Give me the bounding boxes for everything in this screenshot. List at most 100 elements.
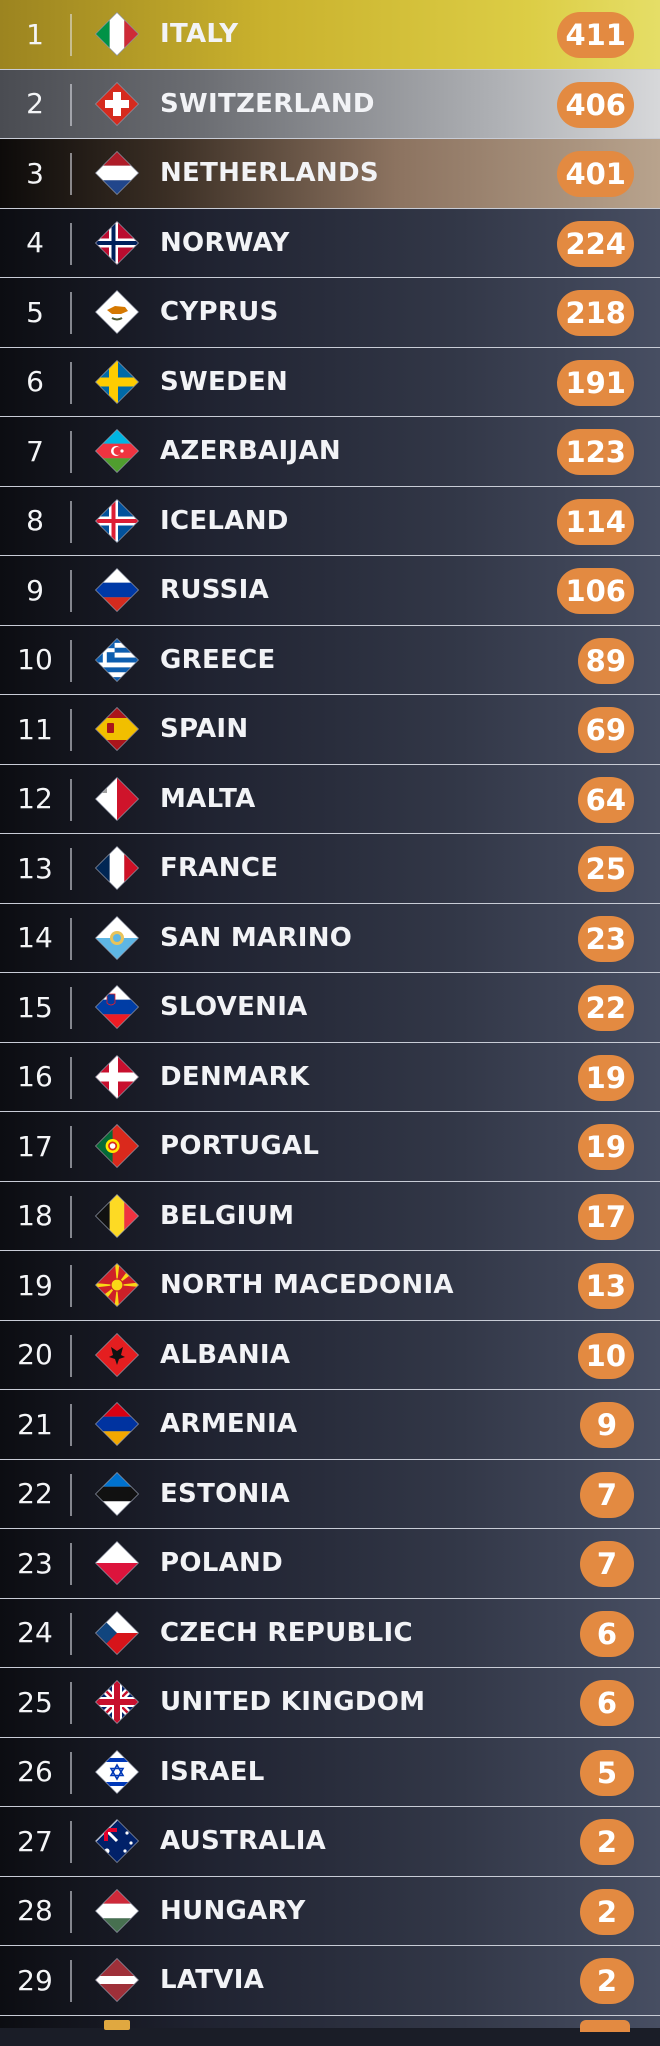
standing-row-denmark: 16 DENMARK 19 (0, 1042, 660, 1112)
points-badge: 406 (557, 81, 634, 128)
rank-number: 1 (26, 17, 44, 51)
rank-number: 15 (17, 990, 53, 1024)
rank-number: 13 (17, 851, 53, 885)
divider (70, 1126, 72, 1168)
country-name: FRANCE (160, 853, 279, 884)
divider (70, 1890, 72, 1933)
country-name: NETHERLANDS (160, 158, 379, 189)
divider (70, 1056, 72, 1099)
partial-flag-icon (104, 2019, 130, 2030)
rank-number: 22 (17, 1477, 53, 1511)
divider (70, 1265, 72, 1307)
standing-row-poland: 23 POLAND 7 (0, 1529, 660, 1599)
points-badge: 89 (577, 637, 634, 684)
standing-row-czech-republic: 24 CZECH REPUBLIC 6 (0, 1598, 660, 1668)
rank-number: 8 (26, 504, 44, 538)
divider (70, 570, 72, 612)
country-name: ICELAND (160, 505, 289, 536)
divider (70, 292, 72, 334)
country-name: ITALY (160, 19, 239, 50)
rank-number: 14 (17, 921, 53, 955)
cyprus-flag-icon (95, 290, 139, 334)
divider (70, 1612, 72, 1655)
points-badge: 401 (557, 151, 634, 197)
divider (70, 361, 72, 404)
points-badge: 106 (557, 568, 634, 614)
points-badge: 9 (580, 1402, 634, 1448)
latvia-flag-icon (95, 1958, 139, 2002)
france-flag-icon (95, 846, 139, 890)
points-badge: 114 (557, 498, 634, 545)
country-name: PORTUGAL (160, 1131, 320, 1162)
country-name: ESTONIA (160, 1478, 290, 1509)
standing-row-netherlands: 3 NETHERLANDS 401 (0, 139, 660, 209)
divider (70, 1473, 72, 1516)
points-badge: 69 (577, 707, 634, 753)
rank-number: 6 (26, 365, 44, 399)
standing-row-estonia: 22 ESTONIA 7 (0, 1459, 660, 1529)
standing-row-iceland: 8 ICELAND 114 (0, 486, 660, 556)
italy-flag-icon (95, 12, 139, 56)
rank-number: 7 (26, 434, 44, 468)
country-name: CZECH REPUBLIC (160, 1617, 413, 1648)
netherlands-flag-icon (95, 151, 139, 195)
divider (70, 709, 72, 751)
standing-row-slovenia: 15 SLOVENIA 22 (0, 973, 660, 1043)
divider (70, 1195, 72, 1238)
divider (70, 153, 72, 195)
points-badge: 13 (577, 1263, 634, 1309)
country-name: NORWAY (160, 227, 290, 258)
next-row-partial (0, 2015, 660, 2032)
divider (70, 917, 72, 960)
standing-row-san-marino: 14 SAN MARINO 23 (0, 903, 660, 973)
standing-row-cyprus: 5 CYPRUS 218 (0, 278, 660, 348)
rank-number: 21 (17, 1407, 53, 1441)
czech-republic-flag-icon (95, 1610, 139, 1655)
points-badge: 23 (577, 915, 634, 962)
rank-number: 19 (17, 1268, 53, 1302)
standing-row-norway: 4 NORWAY 224 (0, 208, 660, 278)
divider (70, 1751, 72, 1794)
country-name: POLAND (160, 1548, 283, 1579)
norway-flag-icon (95, 220, 139, 265)
rank-number: 20 (17, 1338, 53, 1372)
country-name: ARMENIA (160, 1409, 298, 1440)
country-name: LATVIA (160, 1965, 265, 1996)
country-name: BELGIUM (160, 1200, 295, 1231)
standing-row-russia: 9 RUSSIA 106 (0, 556, 660, 626)
points-badge: 2 (580, 1958, 634, 2004)
country-name: RUSSIA (160, 575, 270, 606)
standing-row-australia: 27 AUSTRALIA 2 (0, 1807, 660, 1877)
rank-number: 5 (26, 295, 44, 329)
points-badge: 10 (577, 1332, 634, 1379)
divider (70, 1960, 72, 2002)
azerbaijan-flag-icon (95, 429, 139, 473)
rank-number: 2 (26, 87, 44, 121)
divider (70, 83, 72, 126)
san-marino-flag-icon (95, 915, 139, 960)
country-name: NORTH MACEDONIA (160, 1270, 454, 1301)
country-name: AUSTRALIA (160, 1826, 327, 1857)
rank-number: 11 (17, 712, 53, 746)
rank-number: 9 (26, 573, 44, 607)
standing-row-albania: 20 ALBANIA 10 (0, 1320, 660, 1390)
standing-row-portugal: 17 PORTUGAL 19 (0, 1112, 660, 1182)
points-badge: 64 (577, 776, 634, 823)
standing-row-sweden: 6 SWEDEN 191 (0, 347, 660, 417)
country-name: SWITZERLAND (160, 88, 375, 119)
country-name: MALTA (160, 783, 256, 814)
points-badge: 6 (580, 1610, 634, 1657)
divider (70, 1404, 72, 1446)
standing-row-france: 13 FRANCE 25 (0, 834, 660, 904)
divider (70, 1543, 72, 1585)
switzerland-flag-icon (95, 81, 139, 126)
country-name: ISRAEL (160, 1756, 265, 1787)
portugal-flag-icon (95, 1124, 139, 1168)
country-name: SWEDEN (160, 366, 289, 397)
points-badge: 7 (580, 1541, 634, 1587)
divider (70, 14, 72, 56)
rank-number: 18 (17, 1199, 53, 1233)
standing-row-switzerland: 2 SWITZERLAND 406 (0, 69, 660, 139)
